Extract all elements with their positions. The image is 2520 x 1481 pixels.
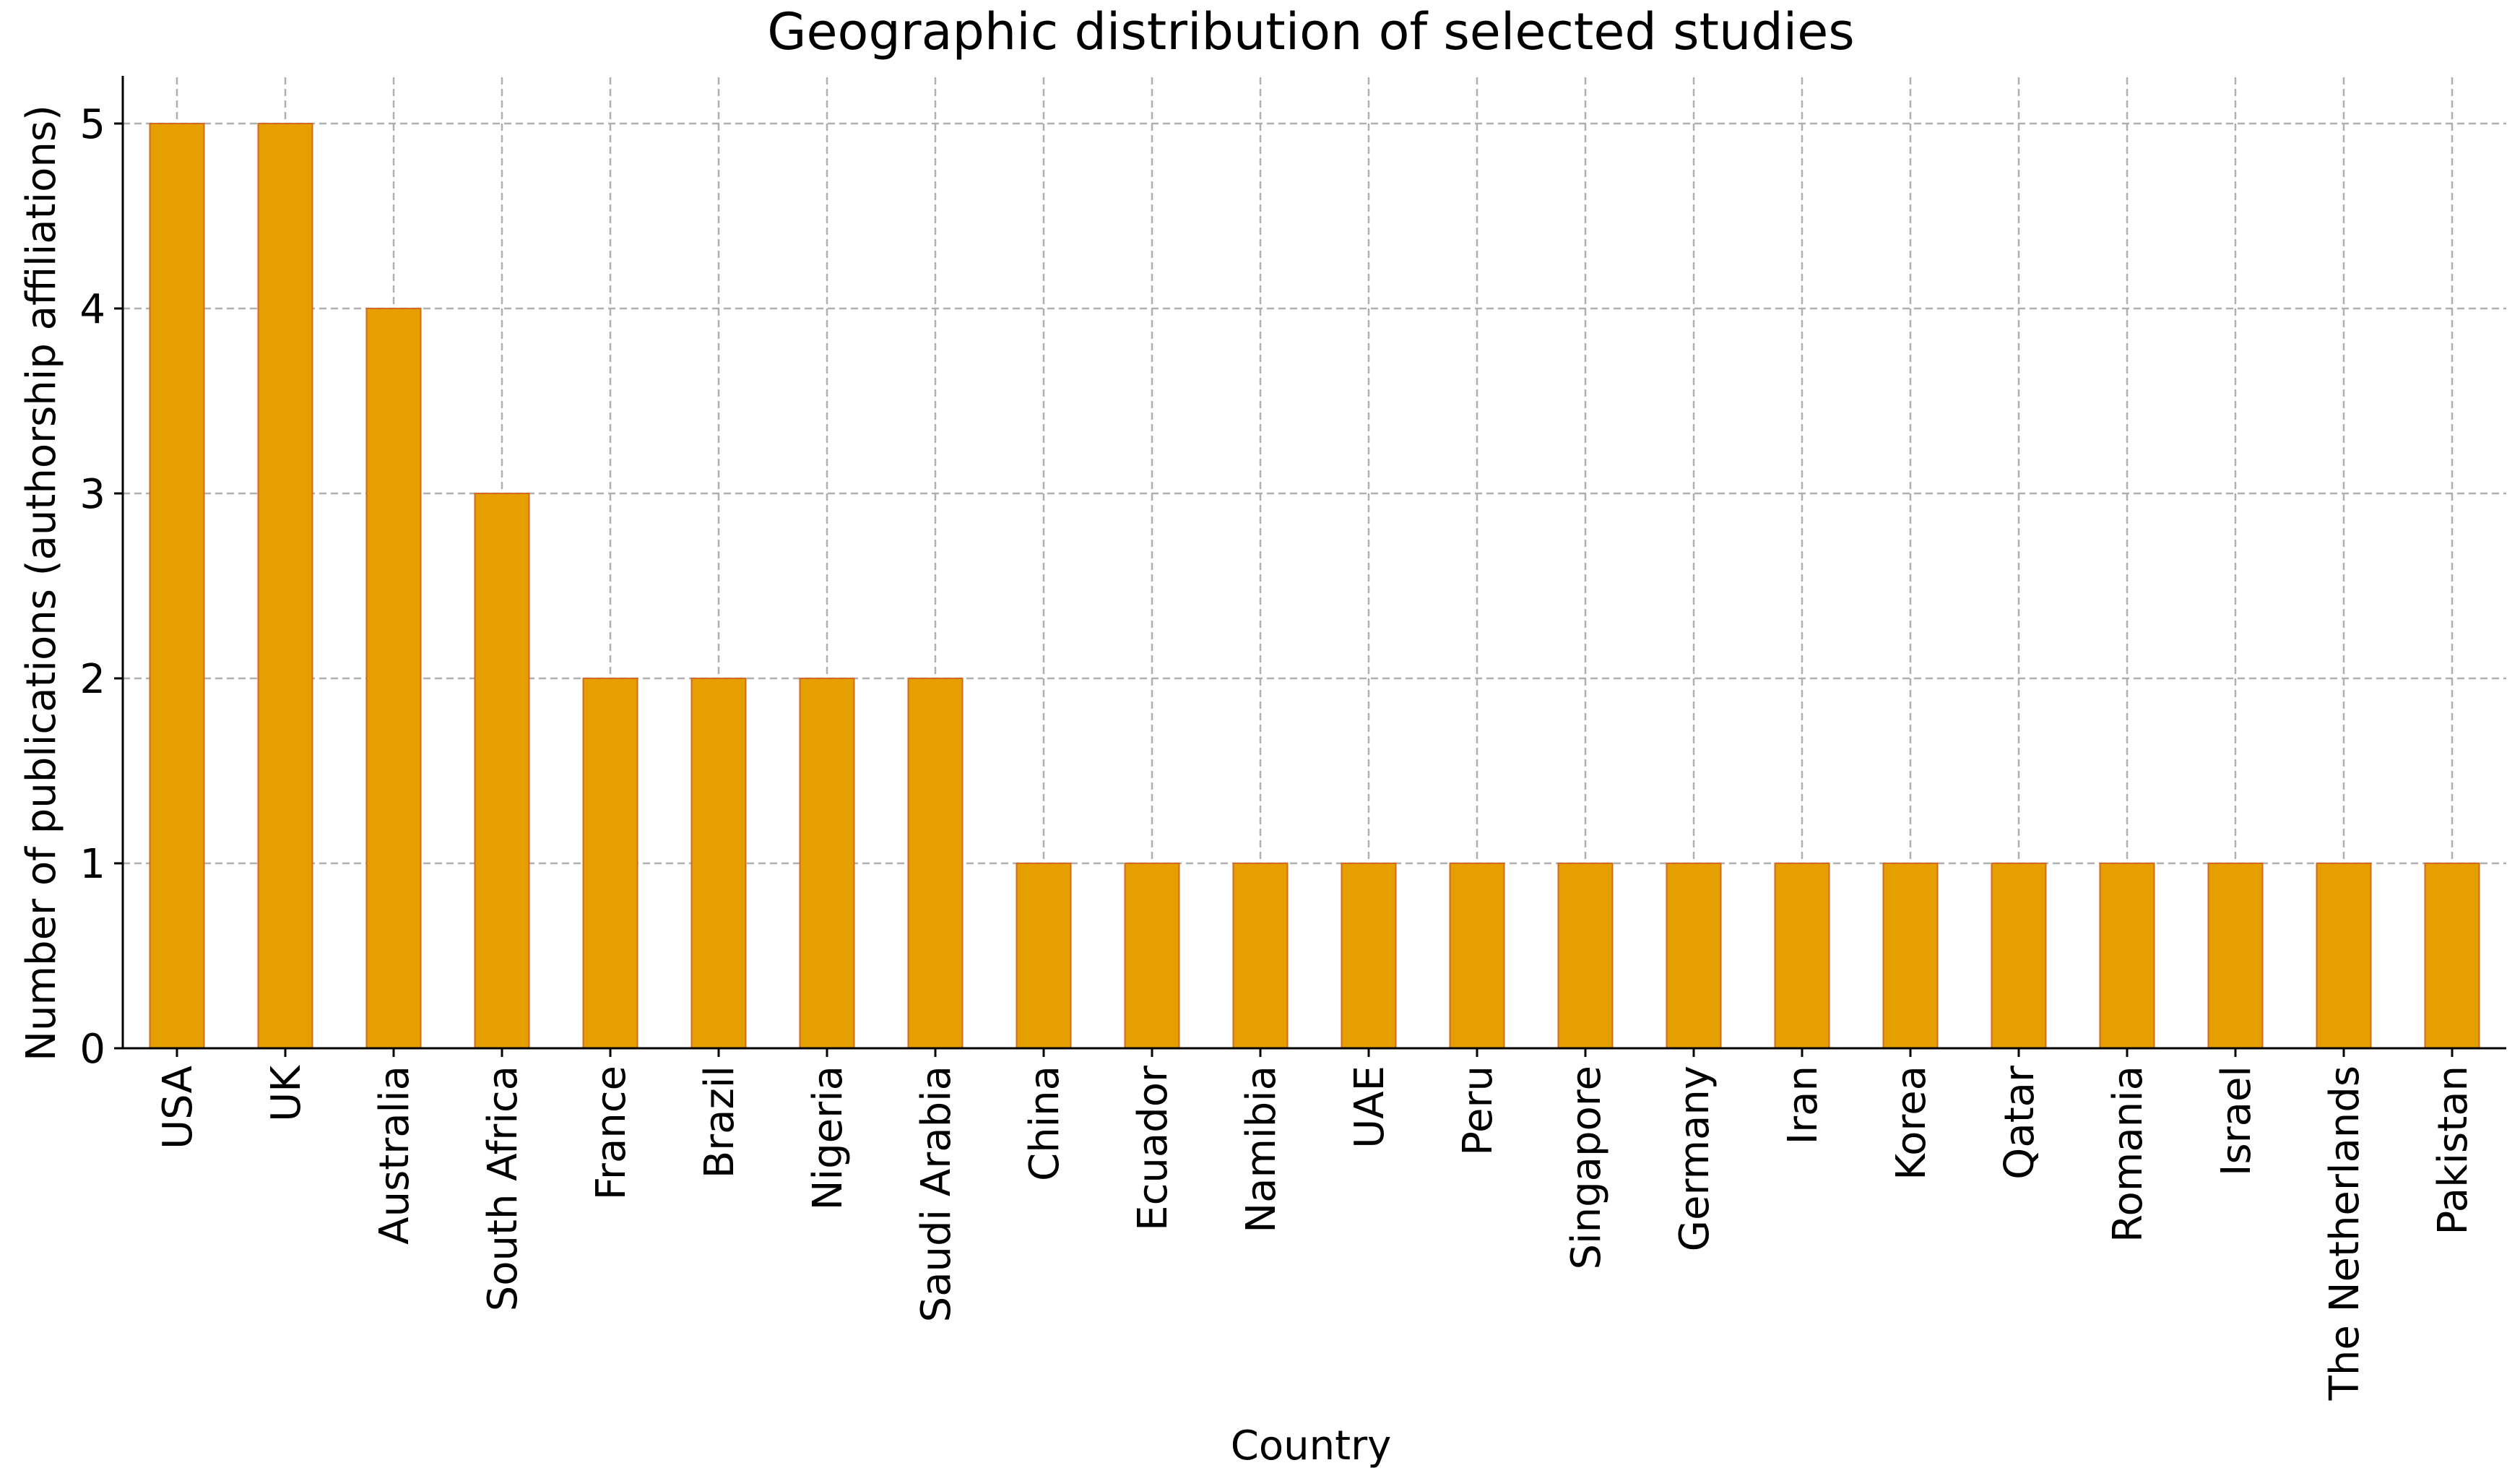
chart-title: Geographic distribution of selected stud… xyxy=(767,2,1855,61)
x-tick-label: Namibia xyxy=(1238,1066,1285,1233)
bar-south-africa xyxy=(474,493,530,1049)
x-tick-label: UAE xyxy=(1346,1066,1393,1149)
bar-the-netherlands xyxy=(2316,863,2372,1049)
bar-brazil xyxy=(690,678,747,1049)
bar-uk xyxy=(257,123,313,1049)
bar-france xyxy=(582,678,638,1049)
x-tick-label: Qatar xyxy=(1996,1065,2043,1180)
bar-pakistan xyxy=(2424,863,2480,1049)
bar-peru xyxy=(1449,863,1505,1049)
axes xyxy=(114,76,2506,1057)
bar-israel xyxy=(2207,863,2264,1049)
x-tick-label: Australia xyxy=(371,1066,418,1245)
x-tick-label: Korea xyxy=(1888,1066,1935,1180)
x-tick-label: The Netherlands xyxy=(2321,1066,2368,1401)
x-tick-label: Pakistan xyxy=(2430,1066,2477,1235)
x-tick-label: Peru xyxy=(1455,1066,1502,1156)
bar-saudi-arabia xyxy=(907,678,964,1049)
y-tick-label: 1 xyxy=(79,841,105,888)
y-tick-labels: 0 1 2 3 4 5 xyxy=(79,101,105,1073)
y-tick-label: 2 xyxy=(79,656,105,703)
x-tick-label: Saudi Arabia xyxy=(913,1066,960,1322)
x-tick-label: China xyxy=(1021,1066,1068,1181)
x-tick-label: Israel xyxy=(2213,1066,2260,1176)
bar-namibia xyxy=(1232,863,1289,1049)
x-tick-label: Ecuador xyxy=(1130,1065,1177,1231)
x-tick-label: France xyxy=(588,1066,635,1200)
bar-singapore xyxy=(1557,863,1614,1049)
y-tick-label: 3 xyxy=(79,471,105,518)
x-tick-label: Singapore xyxy=(1563,1066,1610,1270)
x-tick-label: South Africa xyxy=(480,1066,527,1311)
bar-romania xyxy=(2099,863,2155,1049)
bar-korea xyxy=(1882,863,1939,1049)
x-tick-label: USA xyxy=(155,1066,202,1149)
bar-australia xyxy=(365,308,422,1049)
bar-china xyxy=(1016,863,1072,1049)
bars xyxy=(149,123,2480,1049)
bar-iran xyxy=(1774,863,1830,1049)
x-tick-label: Romania xyxy=(2105,1066,2152,1243)
y-tick-label: 5 xyxy=(79,101,105,148)
bar-nigeria xyxy=(799,678,855,1049)
bar-ecuador xyxy=(1124,863,1180,1049)
bar-germany xyxy=(1666,863,1722,1049)
x-tick-label: Germany xyxy=(1671,1066,1718,1251)
y-axis-label: Number of publications (authorship affil… xyxy=(18,105,65,1061)
bar-usa xyxy=(149,123,205,1049)
y-tick-label: 0 xyxy=(79,1026,105,1073)
x-tick-label: Brazil xyxy=(696,1066,743,1178)
x-tick-label: Iran xyxy=(1780,1066,1827,1144)
x-tick-labels: USA UK Australia South Africa France Brazil Ni… xyxy=(155,1065,2477,1402)
bar-uae xyxy=(1341,863,1397,1049)
bar-qatar xyxy=(1991,863,2047,1049)
x-tick-label: UK xyxy=(263,1065,310,1122)
x-tick-label: Nigeria xyxy=(805,1066,852,1210)
x-axis-label: Country xyxy=(1231,1422,1391,1469)
y-tick-label: 4 xyxy=(79,286,105,333)
